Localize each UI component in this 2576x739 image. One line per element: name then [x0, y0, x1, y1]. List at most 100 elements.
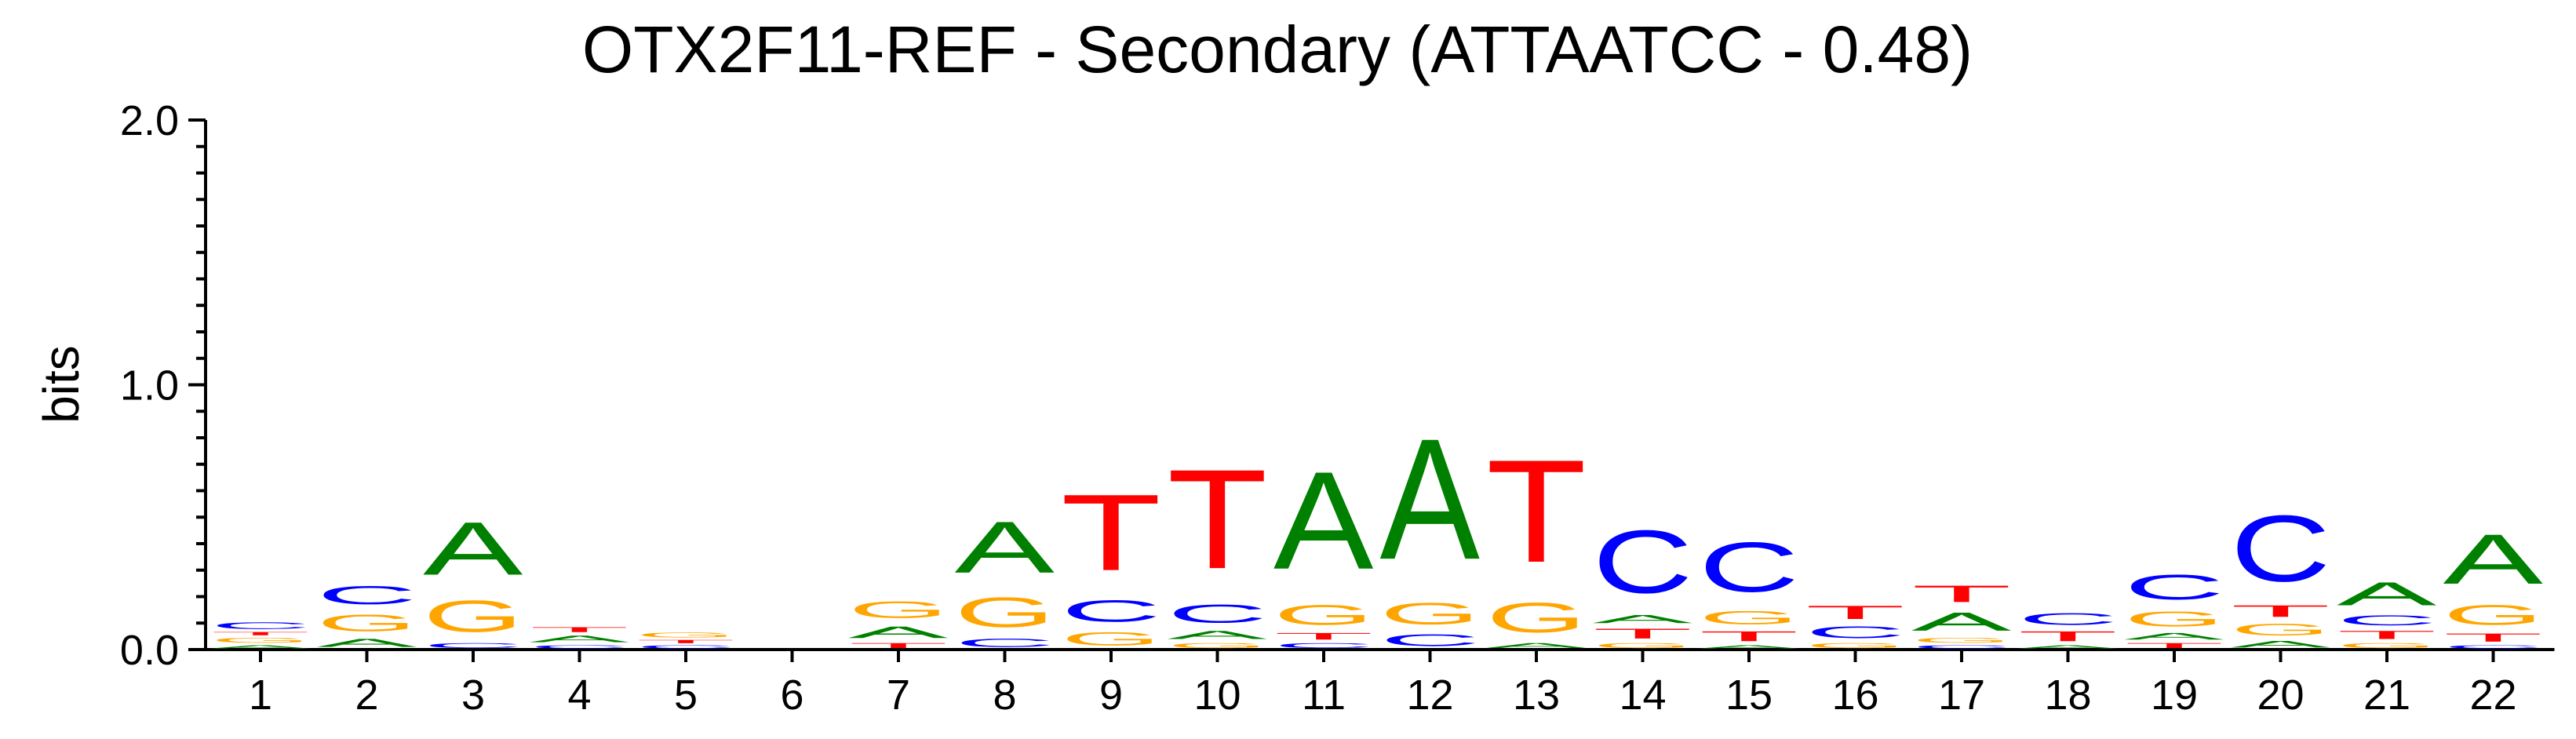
- logo-letter-G: G: [1699, 607, 1799, 628]
- logo-column: CTG: [636, 631, 736, 650]
- logo-letter-G: G: [1486, 594, 1587, 642]
- x-tick-label: 21: [2363, 672, 2410, 719]
- x-tick-label: 16: [1831, 672, 1878, 719]
- logo-letter-G: G: [423, 592, 523, 642]
- logo-letter-C: C: [1805, 623, 1906, 642]
- logo-letter-T: T: [1273, 631, 1374, 641]
- x-tick-label: 14: [1619, 672, 1666, 719]
- y-tick-label: 2.0: [120, 97, 179, 144]
- x-tick-label: 19: [2151, 672, 2198, 719]
- logo-column: AGC: [317, 581, 417, 649]
- x-tick-label: 11: [1302, 672, 1346, 719]
- y-tick-label: 1.0: [120, 362, 179, 410]
- logo-letter-C: C: [2443, 644, 2544, 650]
- logo-letter-G: G: [2337, 642, 2437, 650]
- logo-letter-G: G: [1805, 642, 1906, 650]
- logo-letter-T: T: [1168, 440, 1268, 598]
- x-tick-label: 8: [993, 672, 1016, 719]
- x-tick-label: 15: [1725, 672, 1773, 719]
- logo-letter-A: A: [1273, 443, 1373, 599]
- logo-letter-A: A: [1593, 613, 1693, 626]
- logo-letter-G: G: [2124, 607, 2224, 631]
- logo-letter-A: A: [423, 507, 523, 592]
- logo-column: ATC: [2018, 610, 2119, 650]
- logo-letter-C: C: [1593, 511, 1693, 612]
- logo-letter-T: T: [1699, 628, 1799, 644]
- logo-letter-G: G: [2231, 621, 2331, 639]
- logo-letter-G: G: [1061, 628, 1161, 650]
- logo-column: CAT: [530, 626, 630, 650]
- logo-letter-C: C: [636, 644, 736, 650]
- x-tick-label: 7: [887, 672, 910, 719]
- logo-letter-A: A: [1911, 607, 2012, 636]
- x-tick-label: 4: [567, 672, 591, 719]
- logo-letter-C: C: [1273, 642, 1374, 650]
- chart-title: OTX2F11-REF - Secondary (ATTAATCC - 0.48…: [582, 13, 1973, 86]
- logo-letter-T: T: [1911, 581, 2012, 607]
- logo-letter-C: C: [1168, 599, 1268, 628]
- x-tick-label: 18: [2044, 672, 2091, 719]
- x-tick-label: 12: [1406, 672, 1453, 719]
- logo-letter-C: C: [955, 636, 1055, 650]
- logo-column: AGT: [1486, 430, 1587, 650]
- logo-column: TAG: [848, 597, 949, 650]
- logo-letter-G: G: [955, 588, 1055, 636]
- logo-letter-C: C: [530, 644, 630, 650]
- x-tick-label: 13: [1513, 672, 1560, 719]
- logo-letter-A: A: [2443, 519, 2544, 599]
- y-axis: 0.0 1.0 2.0: [120, 97, 207, 674]
- logo-letter-T: T: [1061, 471, 1161, 593]
- logo-letter-C: C: [1699, 528, 1799, 607]
- x-axis: 1 2 3 4 5 6 7 8 9 10 11 12 13 14 15 16 17 18 19 20 21 22: [206, 648, 2555, 719]
- y-axis-label: bits: [33, 345, 89, 424]
- x-tick-label: 3: [461, 672, 485, 719]
- logo-column: CGA: [955, 506, 1055, 650]
- logo-letter-C: C: [1380, 631, 1481, 650]
- logo-letter-A: A: [2231, 639, 2331, 650]
- logo-letter-T: T: [2337, 628, 2437, 642]
- y-tick-label: 0.0: [120, 627, 179, 674]
- logo-column: GCT: [1061, 471, 1161, 650]
- logo-letter-G: G: [1380, 597, 1481, 632]
- logo-letter-T: T: [2443, 631, 2544, 644]
- logo-letter-C: C: [210, 621, 311, 632]
- logo-column: GCT: [1805, 602, 1906, 650]
- logo-letter-A: A: [1486, 642, 1586, 650]
- logo-letter-T: T: [636, 639, 736, 645]
- logo-letter-A: A: [317, 636, 417, 650]
- logo-letter-T: T: [530, 626, 630, 634]
- logo-letter-C: C: [2231, 497, 2331, 602]
- logo-column: CGA: [423, 507, 523, 650]
- logo-letter-T: T: [2231, 602, 2331, 621]
- logo-letter-C: C: [2018, 610, 2119, 628]
- logo-letter-A: A: [1699, 644, 1798, 650]
- x-tick-label: 10: [1193, 672, 1241, 719]
- x-tick-label: 20: [2257, 672, 2304, 719]
- logo-letter-C: C: [1911, 644, 2012, 650]
- logo-letter-C: C: [423, 642, 523, 650]
- logo-letter-G: G: [317, 610, 417, 636]
- logo-letter-T: T: [1593, 625, 1693, 641]
- logo-letter-A: A: [530, 634, 630, 645]
- x-tick-label: 9: [1099, 672, 1123, 719]
- logo-letter-G: G: [1168, 642, 1268, 650]
- logo-letter-G: G: [1911, 636, 2012, 644]
- logo-letter-T: T: [2018, 628, 2119, 644]
- logo-letter-A: A: [955, 506, 1055, 588]
- logo-letter-A: A: [210, 644, 310, 650]
- logo-letter-G: G: [1273, 599, 1374, 631]
- logo-letter-G: G: [2443, 599, 2544, 631]
- logo-letter-C: C: [2124, 568, 2224, 607]
- logo-letter-T: T: [848, 642, 949, 650]
- x-tick-label: 17: [1938, 672, 1985, 719]
